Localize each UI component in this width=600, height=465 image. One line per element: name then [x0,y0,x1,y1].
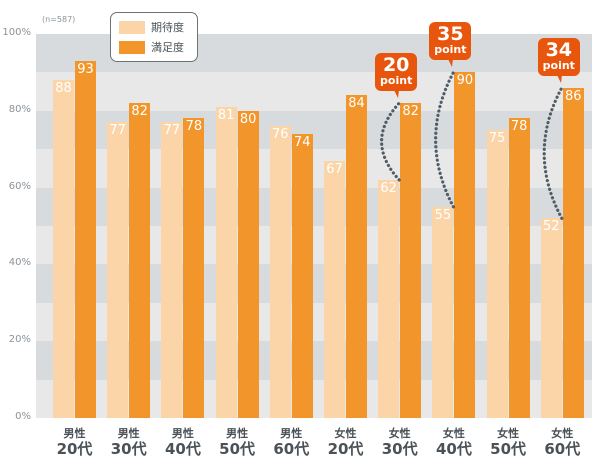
x-tick-label: 男性 30代 [110,427,147,458]
bar-value-label: 80 [239,111,257,127]
bar-value-label: 81 [217,107,235,123]
bar-value-label: 82 [402,104,419,120]
bar-expectation: 88 [53,80,74,418]
bar-value-label: 88 [55,81,72,97]
sample-size-note: (n=587) [42,15,76,24]
y-tick-label: 100% [2,27,31,38]
x-tick-label: 男性 20代 [56,427,93,458]
point-difference-callout: 35 point [429,22,472,68]
x-tick-label: 女性 30代 [381,427,418,458]
x-tick-label: 男性 40代 [164,427,201,458]
bar-expectation: 76 [269,126,291,418]
bar-satisfaction: 90 [454,72,476,418]
x-tick-label: 男性 60代 [273,427,310,458]
x-tick-label: 男性 50代 [219,427,256,458]
bar-expectation: 77 [107,122,129,418]
y-tick-label: 20% [8,334,31,346]
legend-item-expectation: 期待度 [119,20,184,34]
bar-value-label: 90 [456,73,474,89]
bar-satisfaction: 74 [291,133,313,418]
bar-expectation: 67 [324,160,345,418]
grid-band [36,72,592,111]
x-tick-label: 女性 50代 [490,427,527,458]
x-tick-label: 女性 60代 [544,427,581,458]
legend-item-satisfaction: 満足度 [119,40,184,54]
bar-expectation: 77 [161,122,183,418]
bar-value-label: 78 [510,119,528,135]
bar-satisfaction: 84 [346,95,367,418]
bar-value-label: 76 [272,127,289,143]
y-tick-label: 80% [8,103,31,115]
bar-satisfaction: 80 [237,110,259,418]
bar-value-label: 75 [488,131,506,146]
bar-value-label: 77 [163,123,181,139]
bar-value-label: 77 [109,123,126,139]
bar-expectation: 75 [486,130,508,418]
bar-expectation: 55 [432,206,454,418]
bar-satisfaction: 82 [129,103,151,418]
y-tick-label: 60% [8,180,31,192]
point-difference-callout: 20 point [375,53,418,99]
x-tick-label: 女性 40代 [435,427,472,458]
bar-satisfaction: 82 [400,103,422,418]
bar-satisfaction: 78 [183,118,205,418]
bar-value-label: 74 [294,134,311,150]
legend-label-satisfaction: 満足度 [151,41,184,54]
bar-expectation: 81 [215,106,237,418]
point-difference-callout: 34 point [537,37,580,83]
bar-value-label: 82 [131,104,148,120]
bar-value-label: 93 [77,61,94,77]
x-tick-label: 女性 20代 [327,427,364,458]
legend: 期待度 満足度 [110,12,198,62]
bar-satisfaction: 86 [562,87,584,418]
legend-label-expectation: 期待度 [151,21,184,34]
bar-expectation: 52 [540,218,562,418]
bar-value-label: 52 [543,219,560,235]
y-tick-label: 0% [15,411,31,422]
bar-value-label: 55 [434,207,452,223]
bar-satisfaction: 78 [508,118,530,418]
bar-value-label: 78 [185,119,203,135]
bar-value-label: 67 [326,161,343,177]
legend-swatch-expectation [119,20,145,34]
bar-satisfaction: 93 [75,60,96,418]
bar-expectation: 62 [378,179,400,418]
bar-value-label: 62 [380,180,397,196]
legend-swatch-satisfaction [119,40,145,54]
bar-value-label: 84 [348,96,365,112]
y-tick-label: 40% [8,257,31,269]
bar-value-label: 86 [565,88,582,104]
